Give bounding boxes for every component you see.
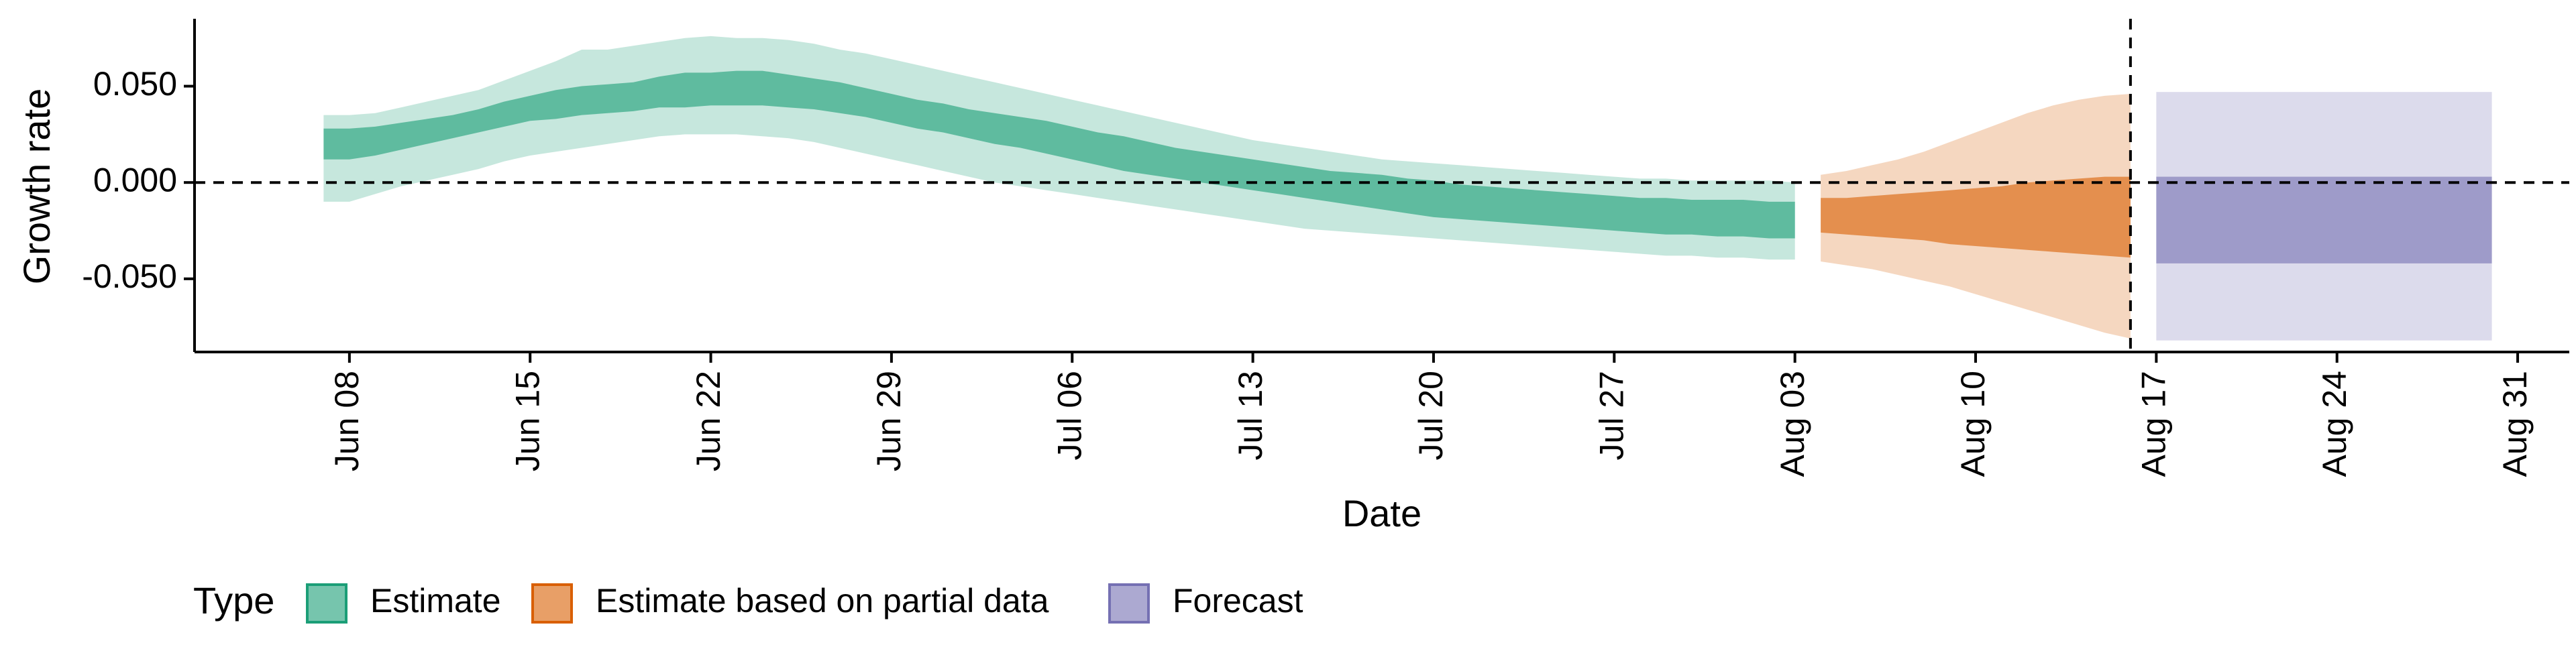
x-axis-title: Date bbox=[1342, 492, 1421, 534]
x-tick-label: Jul 27 bbox=[1593, 371, 1631, 460]
legend-label-estimate: Estimate bbox=[370, 582, 501, 620]
x-tick-label: Aug 10 bbox=[1954, 371, 1992, 477]
forecast-inner-band bbox=[2156, 176, 2492, 263]
series-bands bbox=[323, 36, 2492, 341]
y-ticks: 0.050 0.000 -0.050 bbox=[82, 65, 195, 295]
x-tick-label: Aug 24 bbox=[2316, 371, 2353, 477]
x-tick-label: Jun 15 bbox=[508, 371, 546, 471]
x-tick-label: Jun 29 bbox=[870, 371, 908, 471]
y-tick-label: 0.050 bbox=[93, 65, 177, 103]
legend-label-estimate-based-on-partial-data: Estimate based on partial data bbox=[596, 582, 1049, 620]
legend-key-forecast bbox=[1108, 583, 1150, 624]
legend-key-estimate-based-on-partial-data bbox=[531, 583, 573, 624]
x-tick-label: Jun 08 bbox=[328, 371, 366, 471]
legend-title: Type bbox=[193, 579, 274, 622]
reference-lines bbox=[195, 19, 2569, 352]
y-tick-label: 0.000 bbox=[93, 161, 177, 198]
estimate-based-on-partial-data-inner-band bbox=[1821, 176, 2131, 258]
y-tick-label: -0.050 bbox=[82, 257, 177, 295]
x-ticks: Jun 08 Jun 15 Jun 22 Jun 29 Jul 06 Jul 13 Jul … bbox=[328, 352, 2534, 477]
x-tick-label: Jul 13 bbox=[1232, 371, 1269, 460]
legend-key-estimate bbox=[306, 583, 347, 624]
x-tick-label: Aug 17 bbox=[2135, 371, 2173, 477]
legend: Type Estimate Estimate based on partial da… bbox=[193, 579, 1303, 624]
x-tick-label: Aug 03 bbox=[1774, 371, 1811, 477]
y-axis-title: Growth rate bbox=[15, 89, 58, 285]
x-tick-label: Jun 22 bbox=[690, 371, 727, 471]
x-tick-label: Jul 06 bbox=[1051, 371, 1089, 460]
legend-label-forecast: Forecast bbox=[1173, 582, 1303, 620]
x-tick-label: Jul 20 bbox=[1412, 371, 1450, 460]
axes bbox=[193, 19, 2569, 353]
x-tick-label: Aug 31 bbox=[2496, 371, 2534, 477]
estimate-inner-band bbox=[323, 70, 1795, 239]
